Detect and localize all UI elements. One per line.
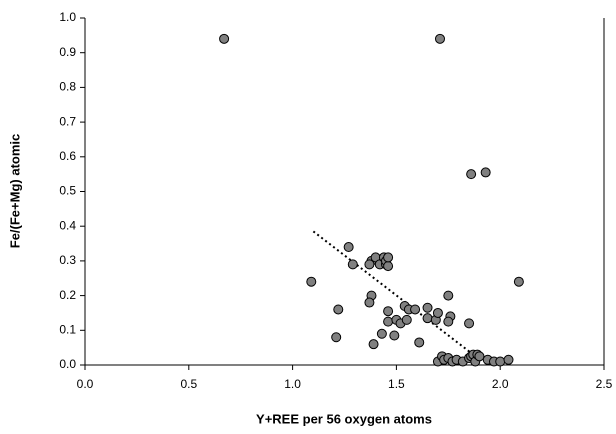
y-tick-label: 0.0 <box>59 357 76 371</box>
point <box>443 290 454 301</box>
point <box>333 304 344 315</box>
point <box>383 306 394 317</box>
point <box>401 314 412 325</box>
point <box>422 302 433 313</box>
y-tick-label: 0.4 <box>59 218 76 232</box>
point <box>306 276 317 287</box>
x-tick-label: 1.0 <box>284 377 301 391</box>
point <box>464 318 475 329</box>
point <box>331 332 342 343</box>
y-tick-label: 0.1 <box>59 322 76 336</box>
point <box>368 339 379 350</box>
point <box>495 356 506 367</box>
point <box>410 304 421 315</box>
y-tick-label: 0.8 <box>59 80 76 94</box>
point <box>389 330 400 341</box>
y-tick-label: 0.6 <box>59 149 76 163</box>
x-tick-label: 2.5 <box>596 377 613 391</box>
point <box>364 259 375 270</box>
x-tick-label: 0.5 <box>180 377 197 391</box>
y-tick-label: 0.3 <box>59 253 76 267</box>
point <box>343 242 354 253</box>
point <box>503 354 514 365</box>
point <box>434 33 445 44</box>
point <box>376 328 387 339</box>
x-tick-label: 0.0 <box>77 377 94 391</box>
point <box>422 313 433 324</box>
x-tick-label: 2.0 <box>492 377 509 391</box>
point <box>513 276 524 287</box>
point <box>383 252 394 263</box>
point <box>474 351 485 362</box>
point <box>466 169 477 180</box>
y-tick-label: 0.2 <box>59 288 76 302</box>
point <box>480 167 491 178</box>
point <box>347 259 358 270</box>
point <box>414 337 425 348</box>
y-axis-title: Fe/(Fe+Mg) atomic <box>7 134 22 249</box>
point <box>432 307 443 318</box>
x-tick-label: 1.5 <box>388 377 405 391</box>
point <box>383 261 394 272</box>
y-tick-label: 1.0 <box>59 10 76 24</box>
y-tick-label: 0.5 <box>59 184 76 198</box>
point <box>383 316 394 327</box>
y-tick-label: 0.9 <box>59 45 76 59</box>
x-axis-title: Y+REE per 56 oxygen atoms <box>256 411 432 426</box>
point <box>219 33 230 44</box>
point <box>364 297 375 308</box>
point <box>443 316 454 327</box>
trendline <box>312 230 474 356</box>
y-tick-label: 0.7 <box>59 114 76 128</box>
